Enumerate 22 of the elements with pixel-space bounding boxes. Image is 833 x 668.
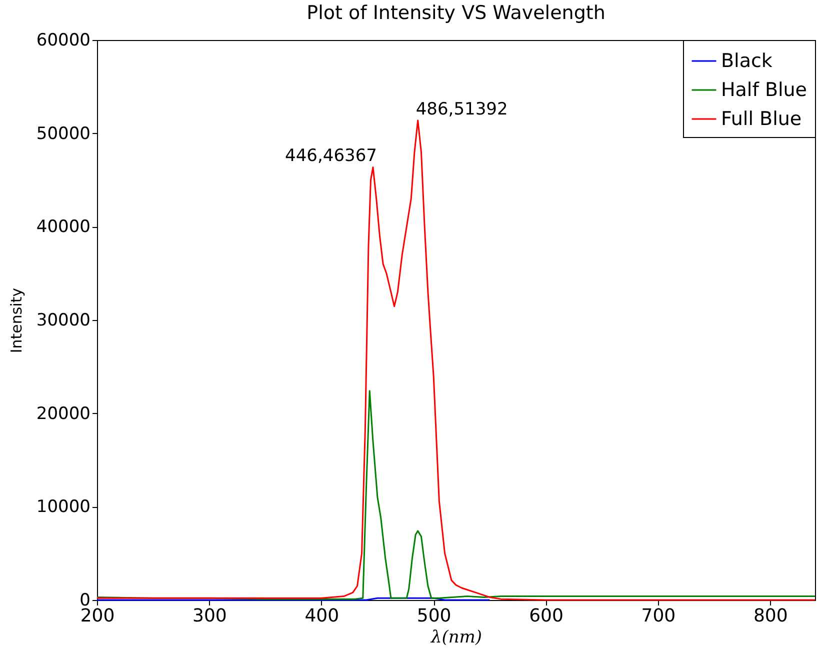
chart-title: Plot of Intensity VS Wavelength xyxy=(306,2,606,24)
line-series xyxy=(96,390,816,600)
annotation: 446,46367 xyxy=(285,146,377,166)
x-axis-title: λ(nm) xyxy=(430,628,482,648)
x-tick-label: 600 xyxy=(529,606,564,626)
y-tick-label: 50000 xyxy=(36,124,90,144)
legend-label: Black xyxy=(721,50,772,72)
legend-label: Half Blue xyxy=(721,79,807,101)
x-tick-label: 700 xyxy=(641,606,676,626)
legend-label: Full Blue xyxy=(721,108,802,130)
y-tick-label: 20000 xyxy=(36,404,90,424)
y-tick-label: 10000 xyxy=(36,497,90,518)
x-tick-label: 300 xyxy=(192,606,227,626)
annotation: 486,51392 xyxy=(416,99,508,120)
x-tick-label: 500 xyxy=(416,606,452,626)
y-tick-label: 60000 xyxy=(36,30,90,50)
x-tick-label: 200 xyxy=(80,606,115,626)
x-tick-label: 400 xyxy=(304,606,340,626)
y-tick-label: 40000 xyxy=(36,217,90,238)
y-axis-title: Intensity xyxy=(7,288,26,354)
y-tick-label: 30000 xyxy=(36,310,90,330)
x-tick-label: 800 xyxy=(753,606,788,626)
